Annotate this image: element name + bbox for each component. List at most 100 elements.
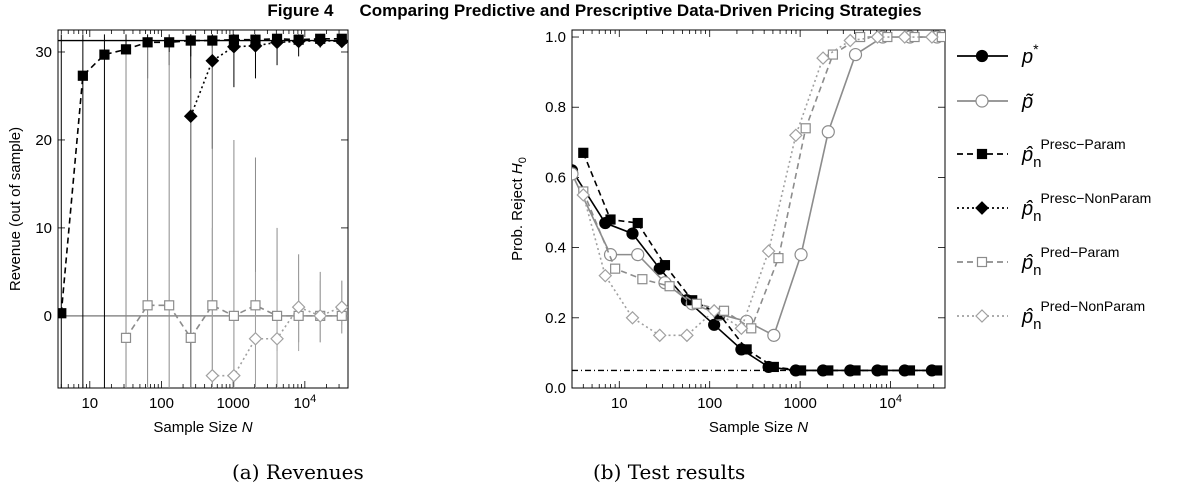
data-point bbox=[823, 365, 834, 376]
data-point bbox=[800, 123, 811, 134]
y-axis-label: Revenue (out of sample) bbox=[7, 127, 24, 291]
data-point bbox=[610, 263, 621, 274]
legend-marker bbox=[975, 309, 989, 323]
series-line bbox=[582, 36, 942, 330]
y-tick-label: 10 bbox=[35, 220, 52, 237]
y-tick-label: 0.2 bbox=[545, 310, 566, 327]
data-point bbox=[207, 35, 218, 46]
caption-revenues: (a) Revenues bbox=[232, 460, 364, 484]
figure-title-text: Comparing Predictive and Prescriptive Da… bbox=[359, 1, 922, 20]
legend: p* p̃ p̂nPresc−Param p̂nPresc−NonParam p̂nPr… bbox=[957, 41, 1151, 333]
y-tick-label: 0.6 bbox=[545, 169, 566, 186]
data-point bbox=[271, 310, 283, 321]
data-point bbox=[142, 37, 153, 48]
data-point bbox=[291, 34, 306, 49]
series-pred-param bbox=[578, 31, 945, 334]
data-point bbox=[652, 328, 667, 343]
data-point bbox=[821, 125, 835, 139]
x-tick-label: 10 bbox=[81, 395, 98, 412]
series-line bbox=[60, 37, 342, 314]
legend-item-ptilde: p̃ bbox=[957, 91, 1034, 113]
series-presc-param bbox=[578, 147, 943, 376]
series-line bbox=[572, 169, 932, 372]
series-pred-nonparam bbox=[576, 30, 939, 343]
legend-label: p̃ bbox=[1021, 91, 1034, 113]
legend-marker bbox=[975, 49, 989, 63]
legend-marker bbox=[975, 94, 989, 108]
data-point bbox=[185, 35, 196, 46]
legend-label: p̂nPred−NonParam bbox=[1021, 298, 1145, 333]
series-line bbox=[572, 36, 938, 337]
x-minor-ticks bbox=[60, 30, 349, 388]
data-point bbox=[680, 328, 694, 343]
data-point bbox=[788, 128, 803, 143]
y-tick-label: 0.8 bbox=[545, 99, 566, 116]
data-point bbox=[58, 308, 67, 319]
legend-item-presc-param: p̂nPresc−Param bbox=[957, 136, 1126, 171]
series-presc-nonparam bbox=[183, 33, 348, 124]
data-point bbox=[250, 300, 261, 311]
data-point bbox=[120, 44, 132, 55]
data-point bbox=[578, 147, 589, 158]
x-tick-label: 100 bbox=[149, 395, 174, 412]
revenue-panel: 10 100 1000 104 0 10 20 30 Sample Size N Revenue … bbox=[7, 29, 349, 436]
figure-number: Figure 4 bbox=[267, 1, 334, 20]
data-point bbox=[142, 300, 153, 311]
data-point bbox=[313, 33, 328, 48]
x-tick-label: 104 bbox=[293, 393, 316, 412]
series-pred-nonparam bbox=[205, 300, 348, 383]
data-point bbox=[827, 49, 839, 60]
series-pstar bbox=[572, 164, 939, 377]
data-point bbox=[794, 248, 808, 262]
legend-marker bbox=[975, 201, 989, 215]
legend-item-pstar: p* bbox=[957, 41, 1039, 68]
data-point bbox=[164, 37, 175, 48]
plot-data bbox=[58, 33, 348, 388]
data-point bbox=[625, 310, 640, 325]
legend-marker bbox=[976, 148, 988, 160]
data-point bbox=[183, 109, 198, 124]
x-tick-label: 1000 bbox=[783, 395, 816, 412]
data-point bbox=[626, 227, 639, 240]
y-tick-label: 1.0 bbox=[545, 29, 566, 46]
data-point bbox=[205, 53, 220, 68]
data-point bbox=[816, 51, 830, 65]
data-point bbox=[741, 344, 752, 355]
data-point bbox=[572, 167, 579, 181]
series-line bbox=[190, 39, 342, 117]
y-tick-label: 20 bbox=[35, 132, 52, 149]
data-point bbox=[248, 38, 263, 53]
data-point bbox=[313, 309, 328, 323]
x-minor-ticks bbox=[571, 30, 946, 388]
data-point bbox=[877, 365, 888, 376]
plot-data bbox=[572, 30, 945, 377]
legend-item-presc-nonparam: p̂nPresc−NonParam bbox=[957, 190, 1151, 225]
data-point bbox=[248, 331, 263, 346]
data-point bbox=[291, 300, 306, 314]
figure-title: Figure 4 Comparing Predictive and Prescri… bbox=[0, 0, 1189, 22]
data-point bbox=[767, 328, 781, 342]
data-point bbox=[185, 332, 196, 343]
plot-frame bbox=[571, 29, 946, 389]
legend-item-pred-param: p̂nPred−Param bbox=[957, 244, 1119, 279]
data-point bbox=[164, 300, 175, 311]
plot-frame bbox=[57, 29, 349, 389]
data-point bbox=[925, 30, 939, 44]
legend-item-pred-nonparam: p̂nPred−NonParam bbox=[957, 298, 1145, 333]
data-point bbox=[207, 300, 218, 311]
caption-test-results: (b) Test results bbox=[593, 460, 746, 484]
data-point bbox=[708, 318, 721, 331]
data-point bbox=[707, 303, 722, 318]
data-point bbox=[855, 31, 866, 43]
x-axis-label: Sample Size N bbox=[709, 419, 808, 436]
series-line bbox=[582, 36, 932, 337]
legend-label: p* bbox=[1021, 41, 1039, 68]
data-point bbox=[848, 47, 863, 62]
data-point bbox=[897, 30, 912, 44]
data-point bbox=[761, 244, 776, 258]
legend-label: p̂nPresc−Param bbox=[1021, 136, 1126, 171]
y-tick-label: 0 bbox=[44, 308, 52, 325]
x-axis-label: Sample Size N bbox=[153, 419, 252, 436]
test-results-panel: 10 100 1000 104 0.0 0.2 0.4 0.6 0.8 1.0 Sample Siz… bbox=[509, 29, 946, 436]
